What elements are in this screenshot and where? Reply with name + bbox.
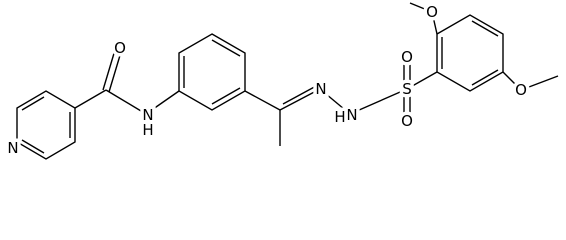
atom-label: O [401, 48, 413, 66]
double-bond [21, 139, 45, 154]
double-bond [21, 96, 45, 111]
double-bond [108, 51, 122, 93]
bond [244, 90, 281, 111]
bond [74, 89, 107, 109]
atom-label: O [401, 112, 413, 130]
atom-label: N [7, 139, 18, 157]
bond [502, 71, 522, 91]
double-bond [102, 49, 116, 91]
bond [406, 71, 438, 90]
atom-label: S [402, 80, 412, 98]
atom-label: N [346, 106, 357, 124]
bond [145, 90, 180, 115]
atom-label: H [334, 108, 345, 126]
bond [431, 11, 438, 35]
atom-label: H [142, 121, 153, 139]
atom-label: N [142, 106, 153, 124]
benzene-ring [178, 33, 246, 111]
atom-label: N [315, 80, 326, 98]
bond [520, 75, 559, 91]
bond [105, 89, 147, 115]
bond [349, 88, 408, 115]
double-bond [471, 69, 499, 86]
bonds [16, 2, 559, 160]
pyridine-ring [16, 90, 76, 160]
double-bond [282, 84, 319, 105]
molecule-diagram: O N N H N N H S O O O O [4, 0, 559, 161]
double-bond [279, 88, 321, 111]
double-bond [211, 39, 241, 57]
bond [409, 2, 433, 13]
bond [319, 88, 351, 115]
benzene-ring [436, 14, 504, 92]
atom-label: O [426, 3, 438, 21]
atom-labels: O N N H N N H S O O O O [4, 0, 531, 161]
atom-label: O [114, 39, 126, 57]
atom-label: O [515, 81, 527, 99]
double-bond [471, 20, 499, 37]
double-bond [211, 87, 241, 105]
